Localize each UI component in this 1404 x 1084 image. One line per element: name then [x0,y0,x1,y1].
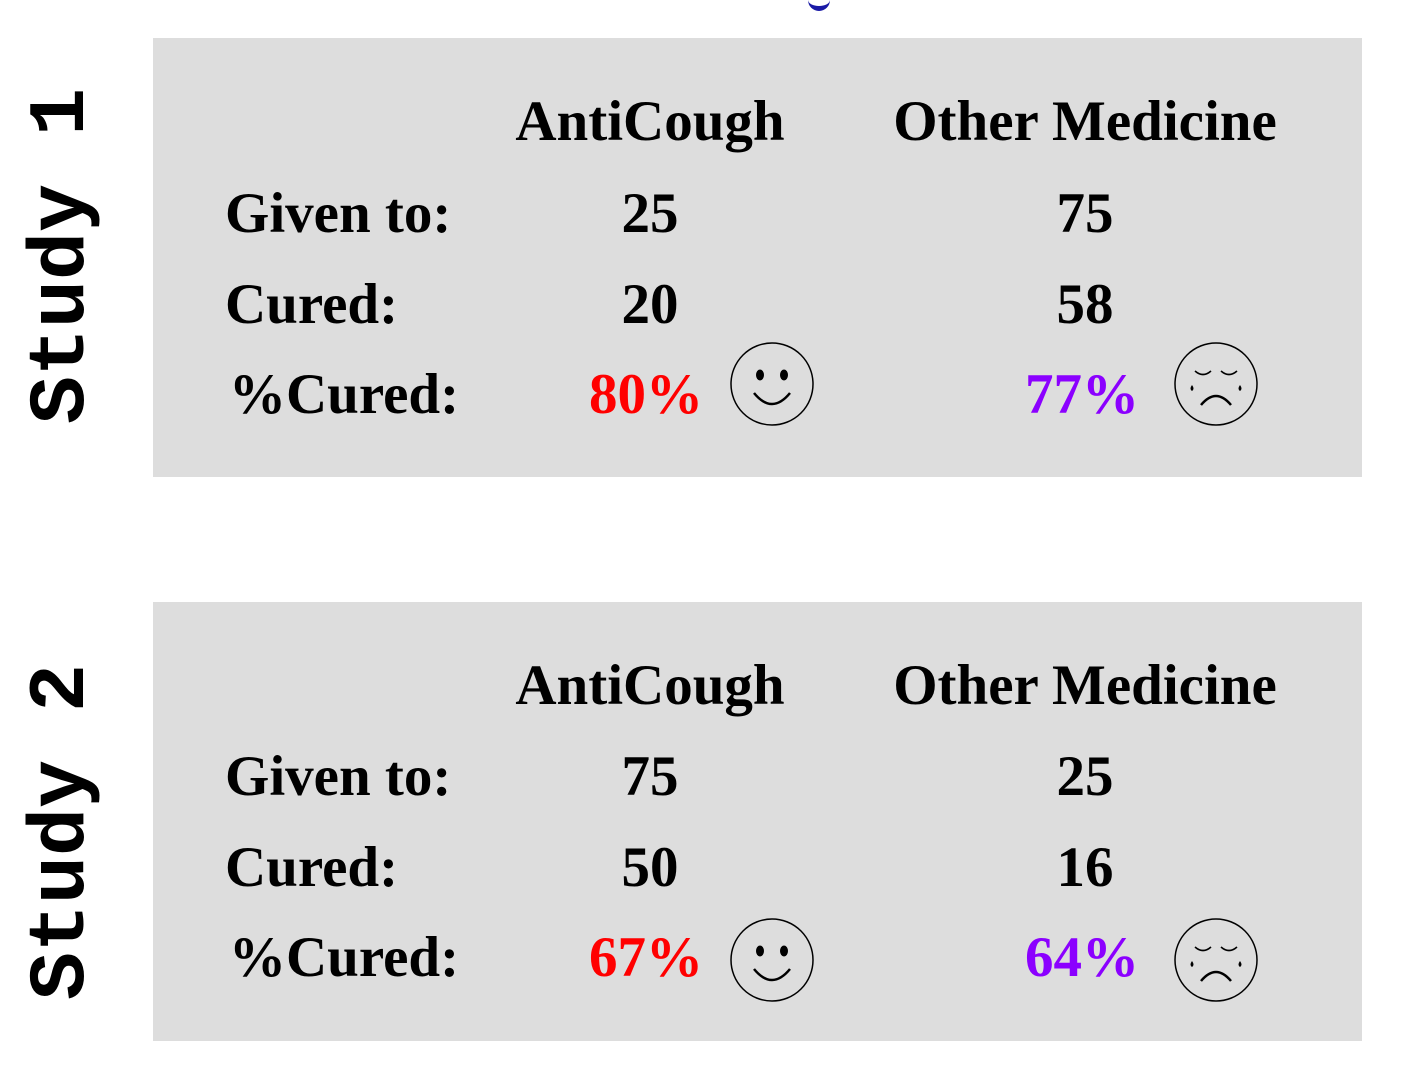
other-cured-value: 58 [1056,273,1114,336]
cropped-title-fragment [808,0,830,11]
row-label-percent-cured: %Cured: [229,363,460,426]
column-header-anticough: AntiCough [515,654,785,717]
anticough-cured-value: 20 [621,273,679,336]
column-header-other-medicine: Other Medicine [893,90,1277,153]
smiley-face-icon [730,918,814,1002]
row-label-given-to: Given to: [225,182,452,245]
anticough-given-value: 75 [621,745,679,808]
row-label-cured: Cured: [225,273,399,336]
other-percent-cured: 64% [1025,926,1139,989]
column-header-other-medicine: Other Medicine [893,654,1277,717]
other-given-value: 75 [1056,182,1114,245]
row-label-given-to: Given to: [225,745,452,808]
anticough-given-value: 25 [621,182,679,245]
column-header-anticough: AntiCough [515,90,785,153]
crying-face-icon [1174,342,1258,426]
study-1-label: Study 1 [17,87,108,424]
smiley-face-icon [730,342,814,426]
crying-face-icon [1174,918,1258,1002]
other-given-value: 25 [1056,745,1114,808]
anticough-percent-cured: 67% [589,926,703,989]
anticough-percent-cured: 80% [589,363,703,426]
other-percent-cured: 77% [1025,363,1139,426]
row-label-percent-cured: %Cured: [229,926,460,989]
row-label-cured: Cured: [225,836,399,899]
anticough-cured-value: 50 [621,836,679,899]
study-1-panel: AntiCough Other Medicine Given to: 25 75… [153,38,1362,477]
study-2-panel: AntiCough Other Medicine Given to: 75 25… [153,602,1362,1041]
study-2-label: Study 2 [17,663,108,1000]
other-cured-value: 16 [1056,836,1114,899]
